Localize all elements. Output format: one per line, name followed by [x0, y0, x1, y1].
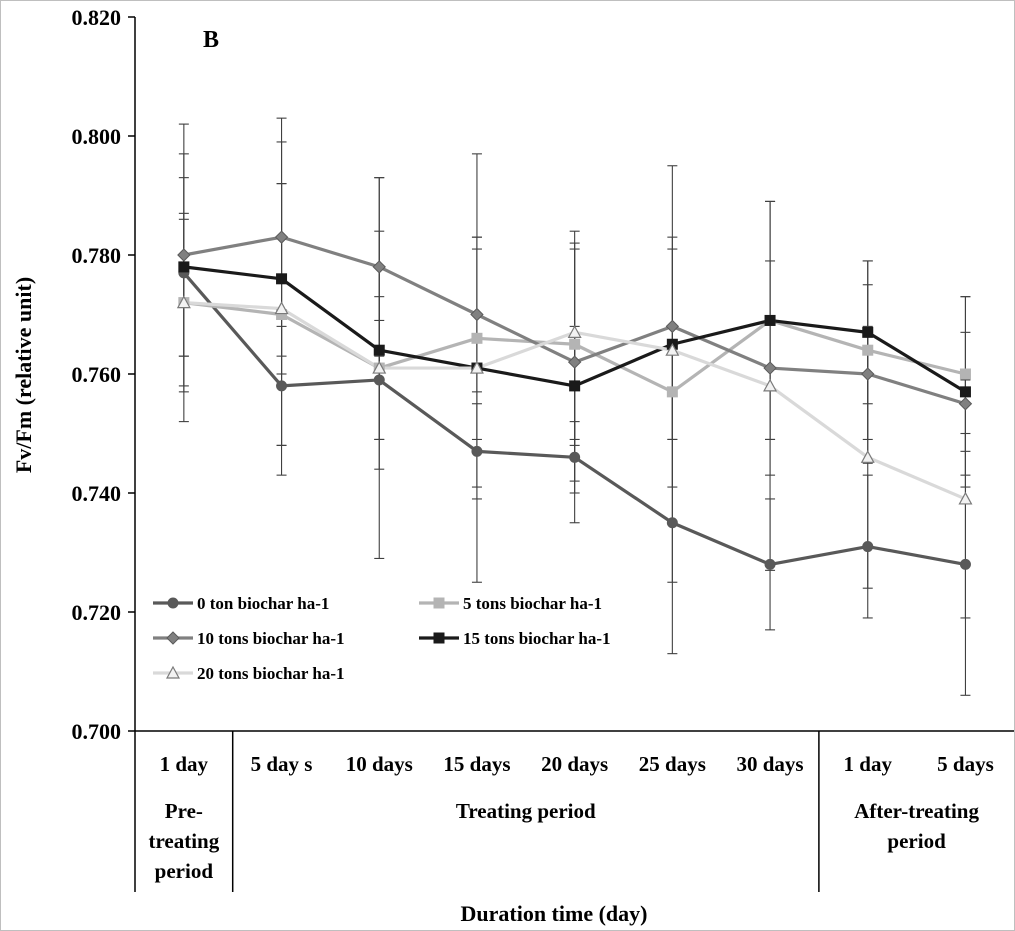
data-point-series-4	[862, 326, 874, 338]
data-point-series-2	[959, 368, 971, 380]
group-label: After-treating period	[854, 799, 979, 853]
data-point-series-3	[372, 260, 386, 274]
legend-marker	[433, 597, 445, 609]
y-tick-label: 0.780	[72, 243, 122, 268]
data-point-series-4	[178, 261, 190, 273]
legend-marker	[165, 665, 181, 679]
data-point-series-3	[958, 397, 973, 411]
data-point-series-1	[569, 451, 581, 463]
panel-label: B	[203, 27, 219, 53]
x-axis-title: Duration time (day)	[461, 901, 648, 926]
data-point-series-1	[764, 558, 776, 570]
x-tick-label: 5 day s	[251, 752, 313, 776]
data-point-series-5	[567, 325, 582, 338]
data-point-series-5	[763, 378, 778, 392]
x-tick-label: 1 day	[160, 752, 209, 776]
x-tick-label: 30 days	[736, 752, 803, 776]
data-point-series-1	[373, 374, 385, 386]
legend-label: 0 ton biochar ha-1	[197, 594, 329, 613]
data-point-series-5	[176, 295, 191, 309]
y-tick-label: 0.720	[72, 600, 122, 625]
series-markers	[176, 230, 973, 570]
data-point-series-4	[276, 273, 288, 285]
data-point-series-5	[469, 360, 484, 374]
y-tick-label: 0.800	[72, 124, 122, 149]
data-point-series-3	[665, 319, 680, 334]
legend-label: 10 tons biochar ha-1	[197, 629, 345, 648]
data-point-series-3	[177, 248, 191, 262]
y-tick-label: 0.740	[72, 481, 122, 506]
legend-label: 5 tons biochar ha-1	[463, 594, 602, 613]
x-tick-label: 15 days	[443, 752, 510, 776]
data-point-series-2	[666, 386, 678, 398]
data-point-series-3	[274, 230, 289, 244]
legend-marker	[166, 631, 180, 645]
y-axis-title: Fv/Fm (relative unit)	[11, 277, 36, 473]
x-tick-label: 25 days	[639, 752, 706, 776]
legend-marker	[167, 597, 179, 609]
data-point-series-4	[373, 344, 385, 356]
legend-label: 20 tons biochar ha-1	[197, 664, 345, 683]
data-point-series-1	[959, 558, 971, 570]
legend-marker	[433, 632, 445, 644]
x-tick-label: 20 days	[541, 752, 608, 776]
data-point-series-4	[959, 386, 971, 398]
y-tick-label: 0.760	[72, 362, 122, 387]
data-point-series-5	[860, 450, 875, 463]
x-tick-label: 1 day	[844, 752, 893, 776]
data-point-series-4	[569, 380, 581, 392]
data-point-series-4	[764, 314, 776, 326]
data-point-series-3	[861, 367, 875, 381]
data-point-series-1	[471, 445, 483, 457]
data-point-series-3	[763, 361, 777, 375]
data-point-series-2	[569, 338, 581, 350]
data-point-series-1	[666, 517, 678, 529]
table-axis-structure	[134, 731, 820, 892]
data-point-series-5	[665, 342, 680, 356]
data-point-series-3	[567, 355, 582, 369]
group-label: Pre-treating period	[148, 799, 219, 883]
group-label: Treating period	[456, 799, 596, 823]
data-point-series-1	[276, 380, 288, 392]
y-tick-label: 0.700	[72, 719, 122, 744]
data-point-series-5	[958, 491, 973, 505]
data-point-series-5	[372, 360, 387, 374]
data-point-series-2	[862, 344, 874, 356]
y-axis: 0.700 0.720 0.740 0.760 0.780 0.800 0.820	[72, 5, 136, 744]
x-tick-label: 10 days	[346, 752, 413, 776]
legend-label: 15 tons biochar ha-1	[463, 629, 611, 648]
legend: 0 ton biochar ha-1 5 tons biochar ha-1 10 …	[153, 594, 611, 683]
data-point-series-3	[470, 307, 484, 322]
x-axis: 1 day 5 day s 10 days 15 days 20 days 25 days…	[135, 730, 1014, 883]
data-point-series-2	[471, 332, 483, 344]
y-tick-label: 0.820	[72, 5, 122, 30]
x-tick-label: 5 days	[937, 752, 994, 776]
data-point-series-1	[862, 541, 874, 553]
data-point-series-5	[274, 301, 289, 315]
